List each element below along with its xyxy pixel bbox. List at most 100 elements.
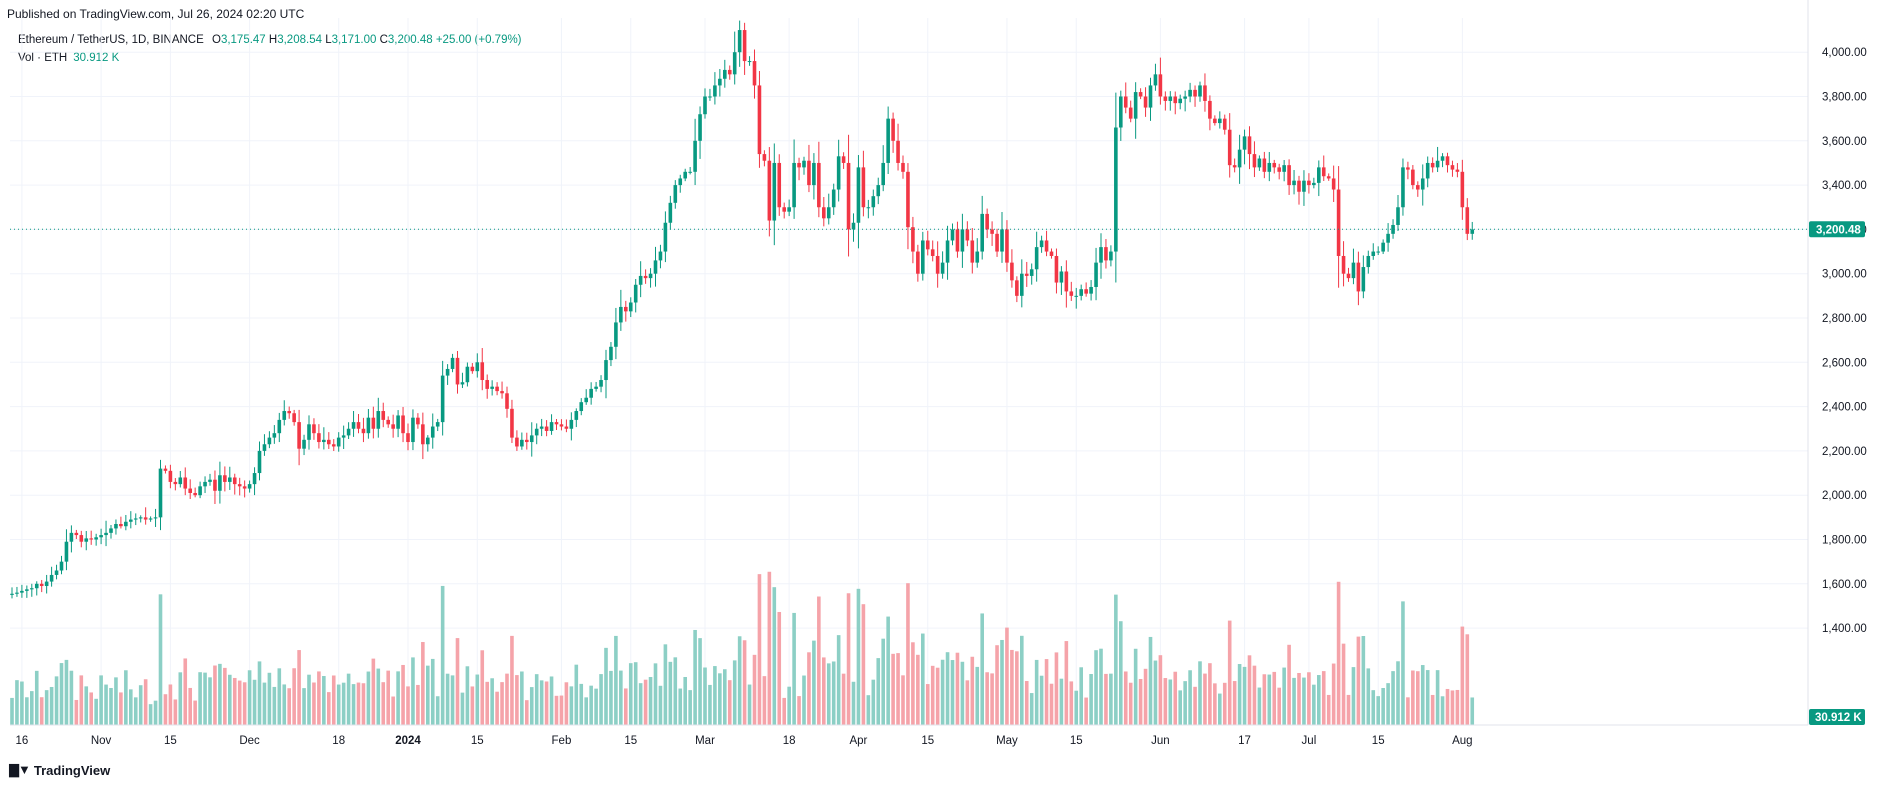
candle-body [940,262,945,274]
price-tick-label: 2,400.00 [1822,402,1867,414]
time-tick-label: 15 [1372,735,1385,747]
candle-body [529,435,534,443]
volume-bar [1029,693,1034,725]
candle-body [594,386,598,389]
volume-bar [727,680,732,725]
candle-body [871,196,876,208]
volume-bar [698,638,702,725]
candle-body [1386,233,1390,243]
candle-body [307,424,311,440]
volume-bar [495,691,499,725]
candle-body [1381,242,1385,252]
volume-bar [1237,664,1242,725]
candle-body [1247,136,1252,155]
candle-body [208,479,212,482]
volume-bar [945,652,950,725]
candle-body [985,213,989,230]
candle-body [831,189,836,208]
candle-body [970,240,975,263]
volume-bars [10,571,1475,725]
volume-bar [688,690,692,725]
candle-body [732,52,737,75]
volume-bar [1252,665,1257,725]
volume-bar [218,663,222,725]
candle-body [1425,162,1430,179]
volume-bar [668,661,673,725]
volume-bar [109,687,113,725]
volume-bar [406,686,410,725]
volume-bar [277,668,282,725]
time-tick-label: Jul [1302,735,1317,747]
candle-body [599,380,603,387]
volume-bar [1247,655,1252,725]
candle-body [495,386,499,392]
candle-body [708,96,712,98]
volume-bar [351,684,356,725]
volume-bar [1465,634,1470,725]
volume-bar [718,673,722,725]
candle-body [752,61,757,86]
candle-body [1326,176,1331,179]
candle-body [945,240,950,263]
volume-bar [401,664,405,725]
volume-bar [1183,681,1187,725]
candle-body [173,481,178,485]
candle-body [757,85,762,155]
candle-body [1069,291,1074,296]
volume-bar [1326,694,1331,725]
candle-body [554,422,559,425]
volume-bar [361,683,366,725]
volume-bar [886,616,890,725]
volume-bar [1297,672,1301,725]
candle-body [455,357,460,385]
candle-body [1445,156,1450,166]
volume-bar [901,675,905,725]
candle-body [896,140,900,163]
tradingview-brand: TradingView [33,762,111,778]
symbol-name[interactable]: Ethereum / TetherUS, 1D, BINANCE [18,34,204,46]
candle-body [693,140,697,172]
candle-body [1470,229,1475,234]
tradingview-logo[interactable]: ▇▼ TradingView [9,762,110,778]
price-tick-label: 1,400.00 [1822,623,1867,635]
candle-body [1163,96,1168,101]
time-tick-label: 15 [921,735,934,747]
candle-body [401,415,405,434]
candle-body [826,207,831,219]
volume-bar [104,684,108,725]
candle-body [777,162,782,208]
candle-body [317,433,321,443]
candle-body [762,154,767,161]
volume-bar [89,692,93,725]
volume-bar [153,700,158,725]
candle-body [450,357,455,369]
candle-body [1440,156,1445,161]
volume-bar [178,672,183,725]
candle-body [1312,182,1316,186]
volume-bar [1084,697,1088,725]
volume-bar [1153,660,1158,725]
candle-body [658,251,663,261]
volume-bar [747,684,752,725]
candle-body [1015,280,1019,296]
volume-label[interactable]: Vol · ETH [18,52,68,64]
candle-body [1138,92,1143,97]
candle-body [1059,271,1064,283]
volume-bar [1312,684,1316,725]
candle-body [534,428,539,436]
candle-body [396,415,400,429]
volume-bar [94,698,98,725]
low-label: L [325,34,332,46]
candle-body [911,227,915,252]
candle-body [445,368,450,376]
volume-bar [1094,650,1098,725]
candle-body [1119,96,1123,128]
candle-body [34,583,39,589]
price-tick-label: 3,400.00 [1822,180,1867,192]
volume-bar [421,642,425,725]
candle-body [510,408,514,438]
candle-body [1193,89,1197,97]
high-label: H [268,34,278,46]
volume-bar [1346,694,1351,725]
